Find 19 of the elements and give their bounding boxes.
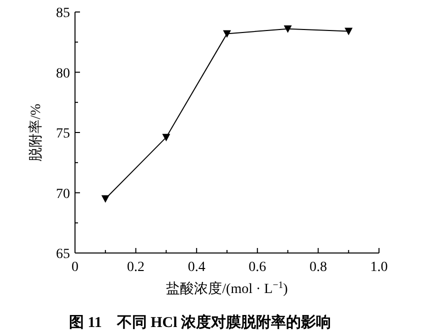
- y-tick-label: 85: [56, 6, 70, 21]
- x-tick-label: 0.6: [248, 260, 266, 275]
- point: [344, 28, 353, 36]
- y-tick-label: 80: [56, 66, 70, 82]
- point: [223, 30, 231, 38]
- point: [101, 195, 110, 203]
- x-tick-label: 0.2: [127, 260, 145, 275]
- x-tick-label: 1.0: [370, 260, 388, 275]
- x-tick-label: 0: [72, 260, 78, 275]
- point: [162, 134, 170, 142]
- x-tick-label: 0.8: [309, 260, 327, 275]
- y-tick-label: 65: [56, 247, 70, 262]
- y-tick-label: 75: [56, 126, 70, 142]
- y-axis-title: 脱附率/%: [28, 103, 44, 162]
- x-axis-title: 盐酸浓度/(mol · L$^{−1}$): [166, 280, 288, 297]
- y-tick-label: 70: [56, 186, 70, 202]
- x-tick-label: 0.4: [188, 260, 206, 275]
- text: 图 11 不同 HCl 浓度对膜脱附率的影响: [68, 313, 332, 331]
- point: [284, 25, 292, 33]
